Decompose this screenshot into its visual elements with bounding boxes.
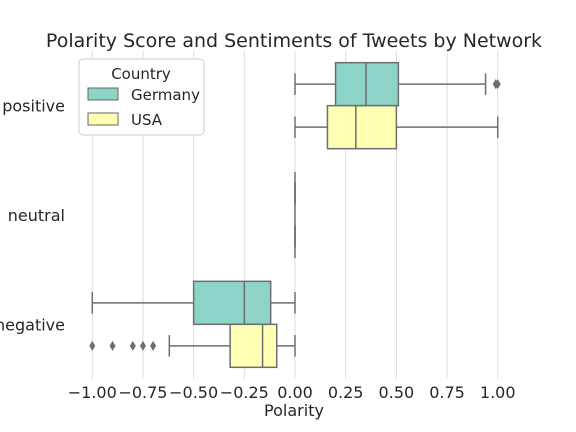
x-tick-label-1: −0.75 <box>118 383 167 402</box>
boxes <box>89 61 501 369</box>
x-tick-label-2: −0.50 <box>169 383 218 402</box>
iqr-box <box>229 323 278 369</box>
outlier-point <box>494 79 501 90</box>
legend-title: Country <box>111 65 171 83</box>
legend-swatch-usa <box>87 112 119 126</box>
x-axis-label: Polarity <box>264 401 324 420</box>
iqr-box <box>326 104 398 150</box>
outlier-point <box>109 340 116 351</box>
y-tick-label-negative: negative <box>0 315 65 334</box>
iqr-box <box>192 280 272 326</box>
outlier-point <box>129 340 136 351</box>
box-germany-negative <box>91 280 296 326</box>
legend: Country Germany USA <box>78 58 205 136</box>
legend-label-germany: Germany <box>131 86 200 104</box>
tick-labels: −1.00 −0.75 −0.50 −0.25 0.00 0.25 0.50 0.75 1.00… <box>0 97 516 402</box>
x-tick-label-7: 0.75 <box>429 383 465 402</box>
y-tick-label-neutral: neutral <box>8 206 65 225</box>
outlier-point <box>139 340 146 351</box>
legend-label-usa: USA <box>131 111 163 129</box>
box-usa-negative <box>89 323 296 369</box>
box-usa-positive <box>294 104 499 150</box>
x-tick-label-4: 0.00 <box>277 383 313 402</box>
x-tick-label-5: 0.25 <box>328 383 364 402</box>
x-tick-label-8: 1.00 <box>480 383 516 402</box>
outlier-point <box>89 340 96 351</box>
y-tick-label-positive: positive <box>2 97 65 116</box>
iqr-box <box>334 61 400 107</box>
box-germany-positive <box>294 61 501 107</box>
outlier-point <box>150 340 157 351</box>
x-tick-label-0: −1.00 <box>68 383 117 402</box>
x-tick-label-3: −0.25 <box>220 383 269 402</box>
chart-title: Polarity Score and Sentiments of Tweets … <box>46 30 542 52</box>
legend-swatch-germany <box>87 87 119 101</box>
x-tick-label-6: 0.50 <box>379 383 415 402</box>
